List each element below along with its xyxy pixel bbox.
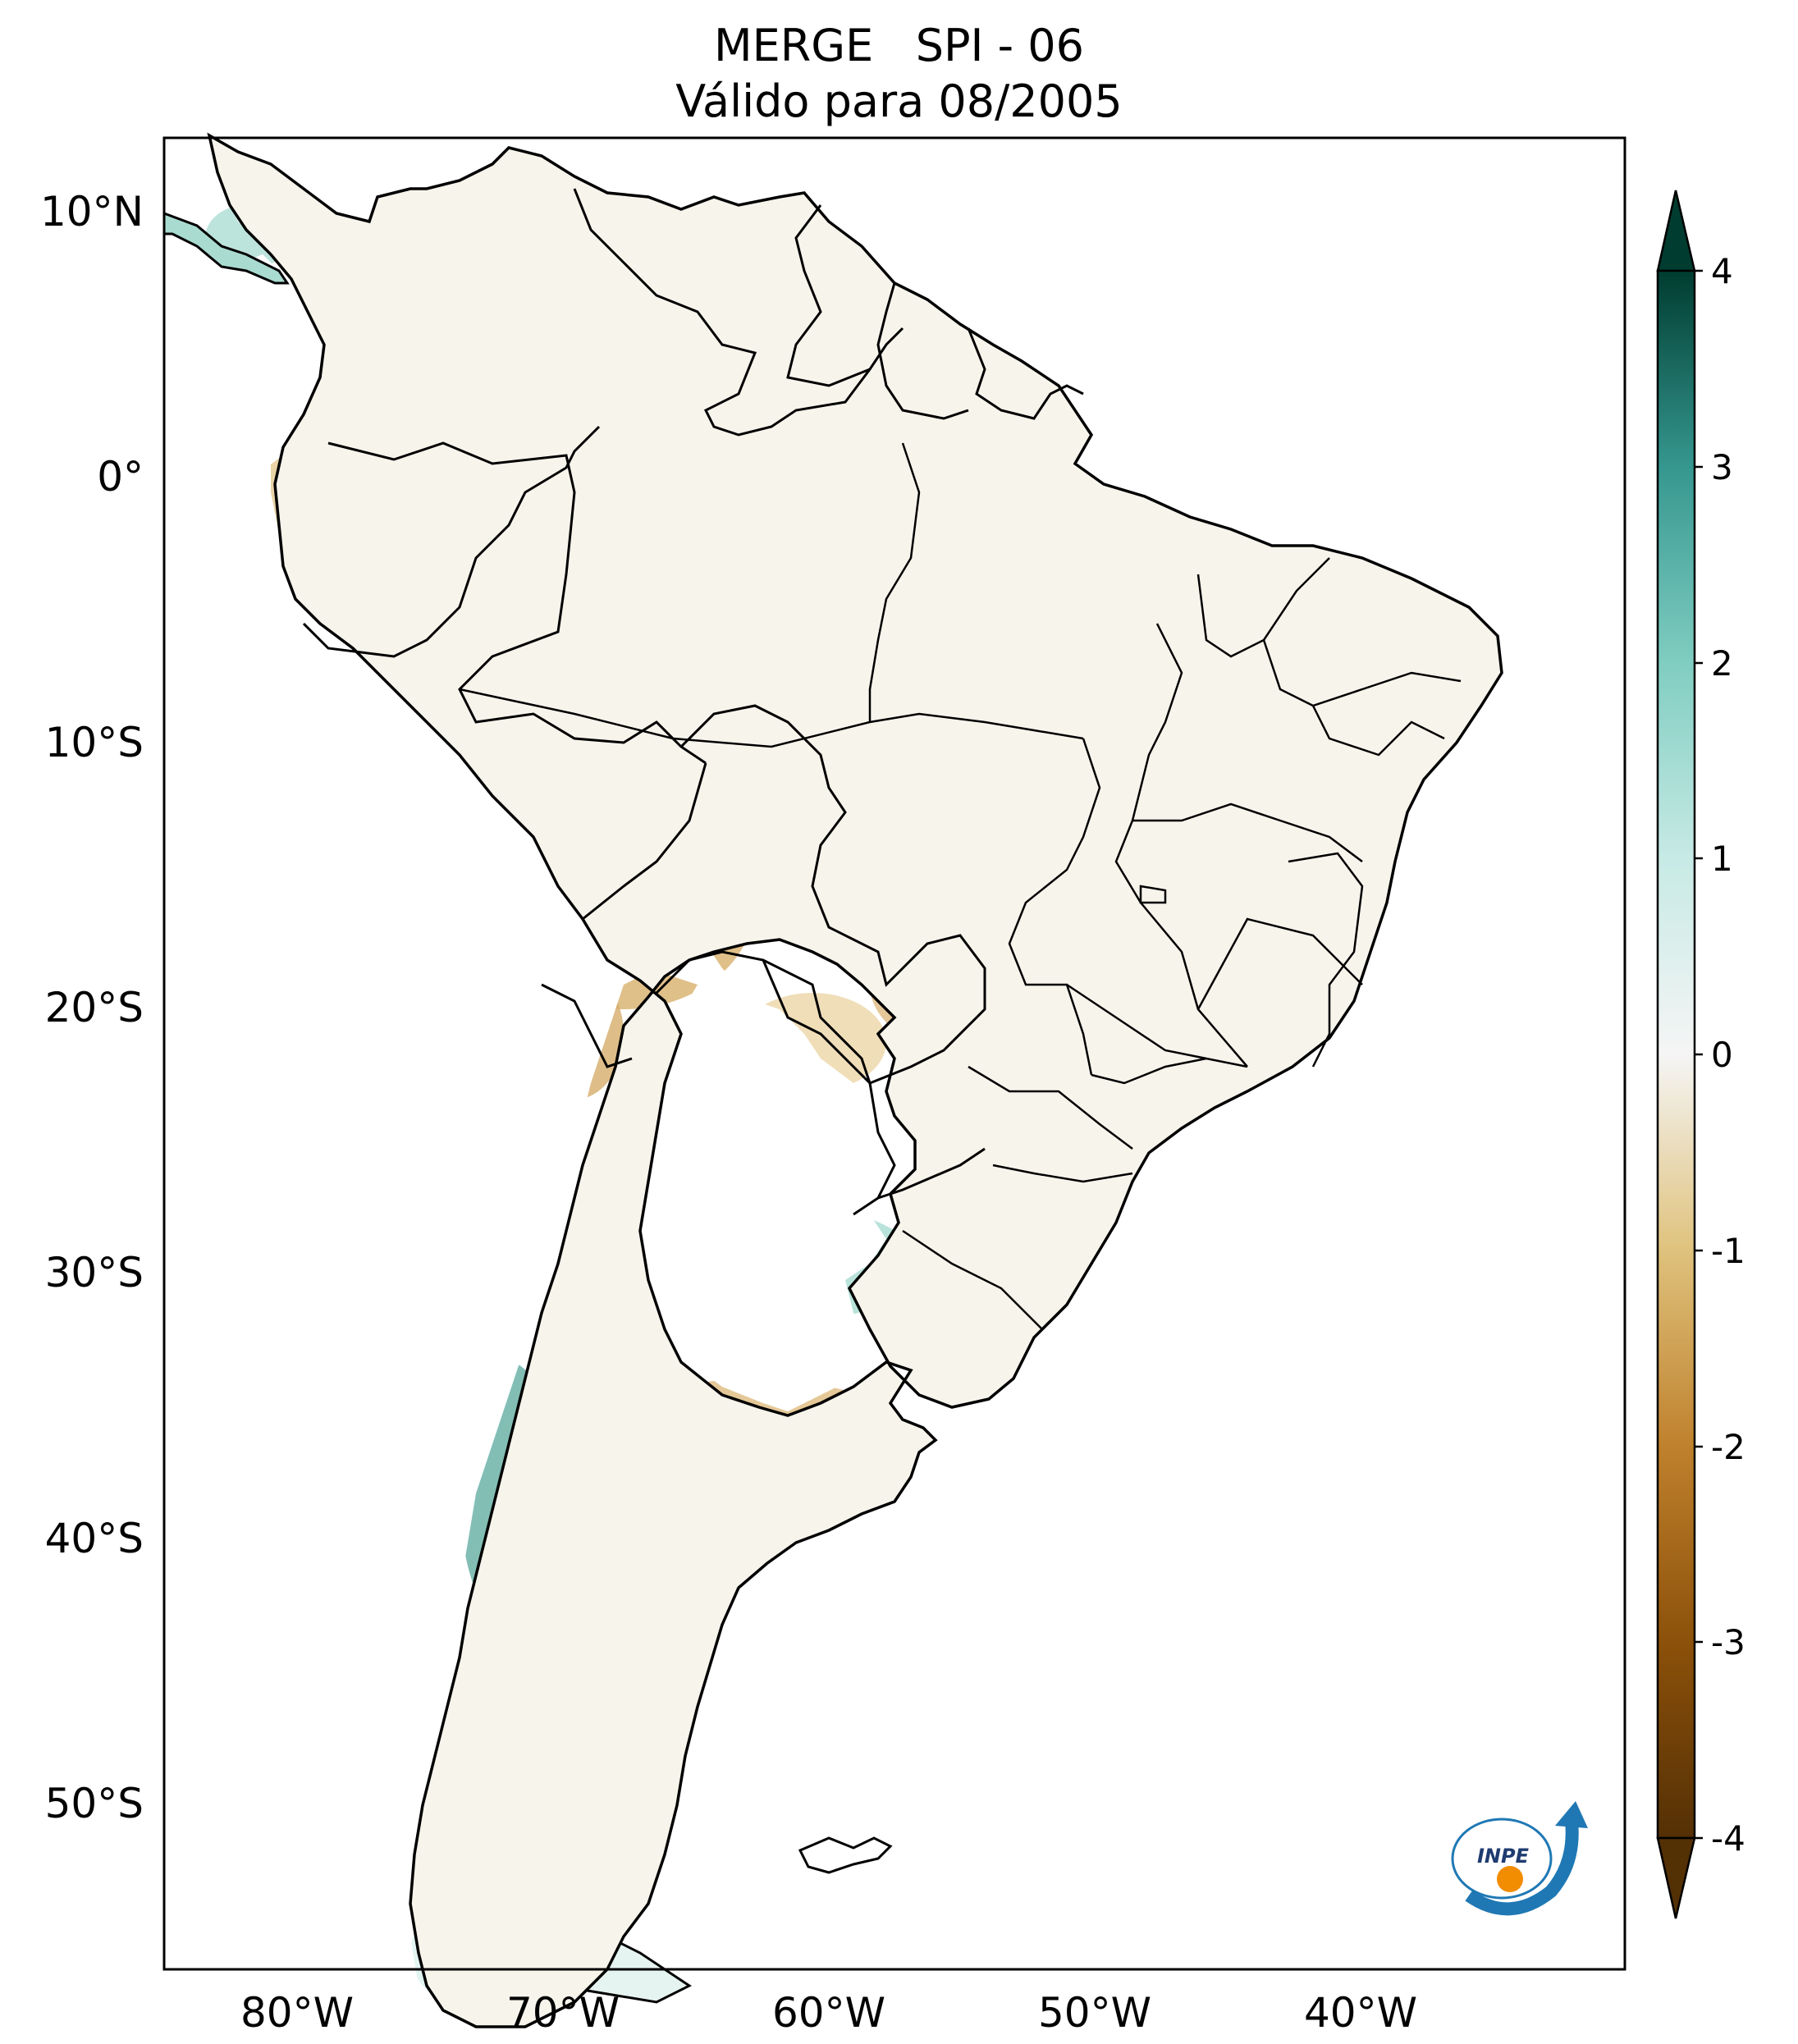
title-line-2: Válido para 08/2005 [675,75,1123,127]
colorbar: 4 3 2 1 0 -1 -2 -3 -4 [1656,190,1745,1919]
logo-text: INPE [1477,1845,1530,1868]
colorbar-label-neg3: -3 [1711,1622,1745,1662]
logo-arrow [1555,1801,1588,1828]
state-borders [459,442,1462,1330]
title-line-1: MERGE SPI - 06 [714,20,1084,71]
colorbar-gradient [1656,269,1696,1840]
lon-label-70w: 70°W [506,1989,620,2037]
lon-label-60w: 60°W [772,1989,885,2037]
map-title: MERGE SPI - 06 Válido para 08/2005 [0,18,1798,130]
colorbar-label-0: 0 [1711,1035,1733,1075]
colorbar-label-2: 2 [1711,643,1733,684]
country-borders [302,188,1084,1216]
colorbar-lower-extend [1656,1836,1696,1919]
lat-label-40s: 40°S [45,1515,144,1562]
lat-label-50s: 50°S [45,1780,144,1827]
lat-label-20s: 20°S [45,984,144,1031]
latitude-tick-labels: 10°N 0° 10°S 20°S 30°S 40°S 50°S [40,188,144,1827]
lat-label-0: 0° [97,453,144,501]
colorbar-label-3: 3 [1711,447,1733,487]
logo-sun [1497,1866,1523,1892]
lat-label-10s: 10°S [45,719,144,766]
colorbar-label-neg2: -2 [1711,1427,1745,1467]
logo-orbit [1451,1818,1553,1900]
colorbar-upper-extend [1656,190,1696,272]
map-axes-frame [162,136,1626,1971]
inpe-logo: INPE [1451,1801,1588,1916]
lon-label-80w: 80°W [240,1989,354,2037]
lat-label-30s: 30°S [45,1249,144,1296]
lon-label-40w: 40°W [1304,1989,1417,2037]
colorbar-label-neg4: -4 [1711,1818,1745,1859]
lat-label-10n: 10°N [40,188,144,235]
longitude-tick-labels: 80°W 70°W 60°W 50°W 40°W [240,1989,1417,2037]
colorbar-label-neg1: -1 [1711,1231,1745,1271]
colorbar-label-4: 4 [1711,251,1733,291]
colorbar-label-1: 1 [1711,839,1733,879]
logo-swoosh [1465,1821,1579,1916]
lon-label-50w: 50°W [1038,1989,1151,2037]
